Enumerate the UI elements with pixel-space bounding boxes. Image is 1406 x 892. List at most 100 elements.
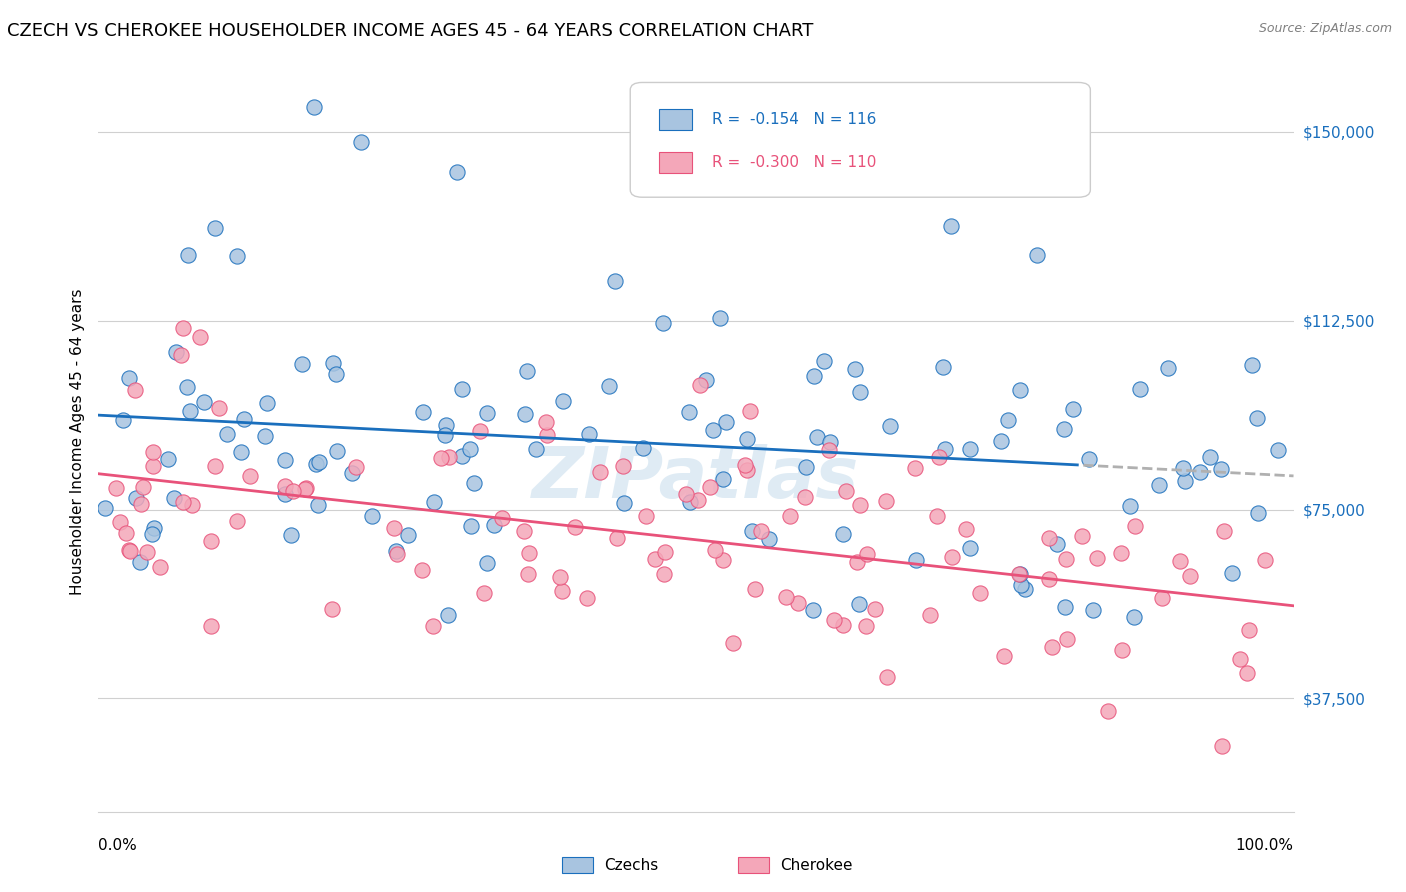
Point (875, 494, 897, 508)
Point (94, 500, 117, 515)
Point (1198, 450, 1220, 464)
Point (1229, 652, 1251, 666)
Point (308, 455, 330, 469)
Point (111, 413, 134, 427)
Point (350, 135, 373, 149)
Point (115, 525, 138, 540)
Point (990, 434, 1012, 448)
Point (652, 567, 675, 582)
Point (879, 419, 901, 434)
Point (451, 382, 474, 396)
Point (1056, 632, 1078, 646)
Point (451, 450, 474, 464)
Point (835, 483, 858, 498)
Point (589, 466, 612, 480)
Point (863, 601, 886, 615)
Point (1010, 578, 1032, 592)
Point (439, 450, 461, 464)
Point (1222, 566, 1244, 580)
Point (576, 591, 599, 605)
Point (959, 541, 981, 556)
Point (793, 490, 815, 504)
Y-axis label: Householder Income Ages 45 - 64 years: Householder Income Ages 45 - 64 years (69, 288, 84, 595)
Point (934, 442, 956, 456)
Point (193, 395, 215, 409)
Point (920, 607, 942, 622)
Point (477, 556, 499, 570)
Text: Czechs: Czechs (605, 858, 659, 872)
Point (208, 401, 231, 415)
Point (460, 518, 482, 533)
Point (740, 404, 762, 418)
Point (551, 583, 574, 598)
Point (321, 601, 343, 615)
Point (305, 457, 328, 471)
Point (855, 619, 877, 633)
Point (412, 405, 434, 419)
Point (200, 618, 222, 632)
Point (468, 424, 491, 438)
Point (108, 515, 131, 529)
Point (644, 552, 666, 566)
Point (709, 310, 731, 325)
Point (1178, 569, 1201, 583)
Point (678, 405, 700, 419)
Point (1014, 582, 1036, 596)
Point (307, 499, 329, 513)
Point (1046, 537, 1069, 551)
Point (1097, 704, 1119, 718)
Point (1038, 572, 1060, 586)
Point (1171, 461, 1194, 475)
Point (1253, 553, 1275, 567)
Point (796, 459, 818, 474)
Point (1007, 566, 1029, 581)
Point (1077, 451, 1099, 466)
Point (176, 248, 198, 262)
Point (633, 441, 655, 455)
Point (516, 364, 538, 378)
Point (1147, 477, 1170, 491)
Point (173, 495, 195, 509)
Point (156, 451, 179, 466)
Text: Source: ZipAtlas.com: Source: ZipAtlas.com (1258, 22, 1392, 36)
Point (606, 531, 628, 545)
Point (200, 533, 222, 548)
Point (654, 545, 676, 559)
Point (344, 459, 367, 474)
FancyBboxPatch shape (659, 152, 692, 173)
Point (433, 428, 456, 442)
Point (564, 520, 586, 534)
Point (142, 521, 165, 535)
Point (239, 468, 262, 483)
Point (1236, 666, 1258, 681)
Point (928, 450, 950, 465)
Point (818, 442, 841, 457)
Point (513, 408, 536, 422)
Point (612, 458, 634, 473)
Point (436, 418, 458, 433)
Point (955, 522, 977, 536)
Point (679, 495, 702, 509)
Point (1008, 567, 1031, 582)
Point (695, 373, 717, 387)
Point (1111, 643, 1133, 657)
Point (280, 527, 302, 541)
Point (758, 532, 780, 546)
Point (849, 498, 872, 512)
Point (534, 415, 557, 429)
Point (254, 429, 277, 443)
Point (172, 320, 194, 334)
Point (1246, 507, 1268, 521)
Point (524, 442, 547, 456)
Point (848, 597, 870, 611)
Point (1152, 591, 1174, 605)
Point (1174, 475, 1197, 489)
Point (714, 415, 737, 429)
Point (711, 472, 734, 486)
Point (779, 508, 801, 523)
Point (1212, 524, 1234, 538)
Point (190, 330, 212, 344)
Point (491, 511, 513, 525)
Text: R =  -0.154   N = 116: R = -0.154 N = 116 (711, 112, 876, 127)
Point (844, 361, 866, 376)
